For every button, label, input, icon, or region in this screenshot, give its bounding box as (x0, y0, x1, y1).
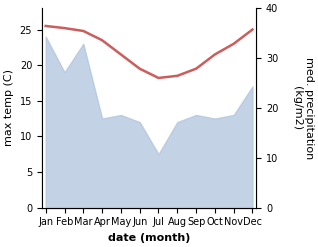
Y-axis label: max temp (C): max temp (C) (4, 69, 14, 146)
Y-axis label: med. precipitation
(kg/m2): med. precipitation (kg/m2) (292, 57, 314, 159)
X-axis label: date (month): date (month) (108, 233, 190, 243)
